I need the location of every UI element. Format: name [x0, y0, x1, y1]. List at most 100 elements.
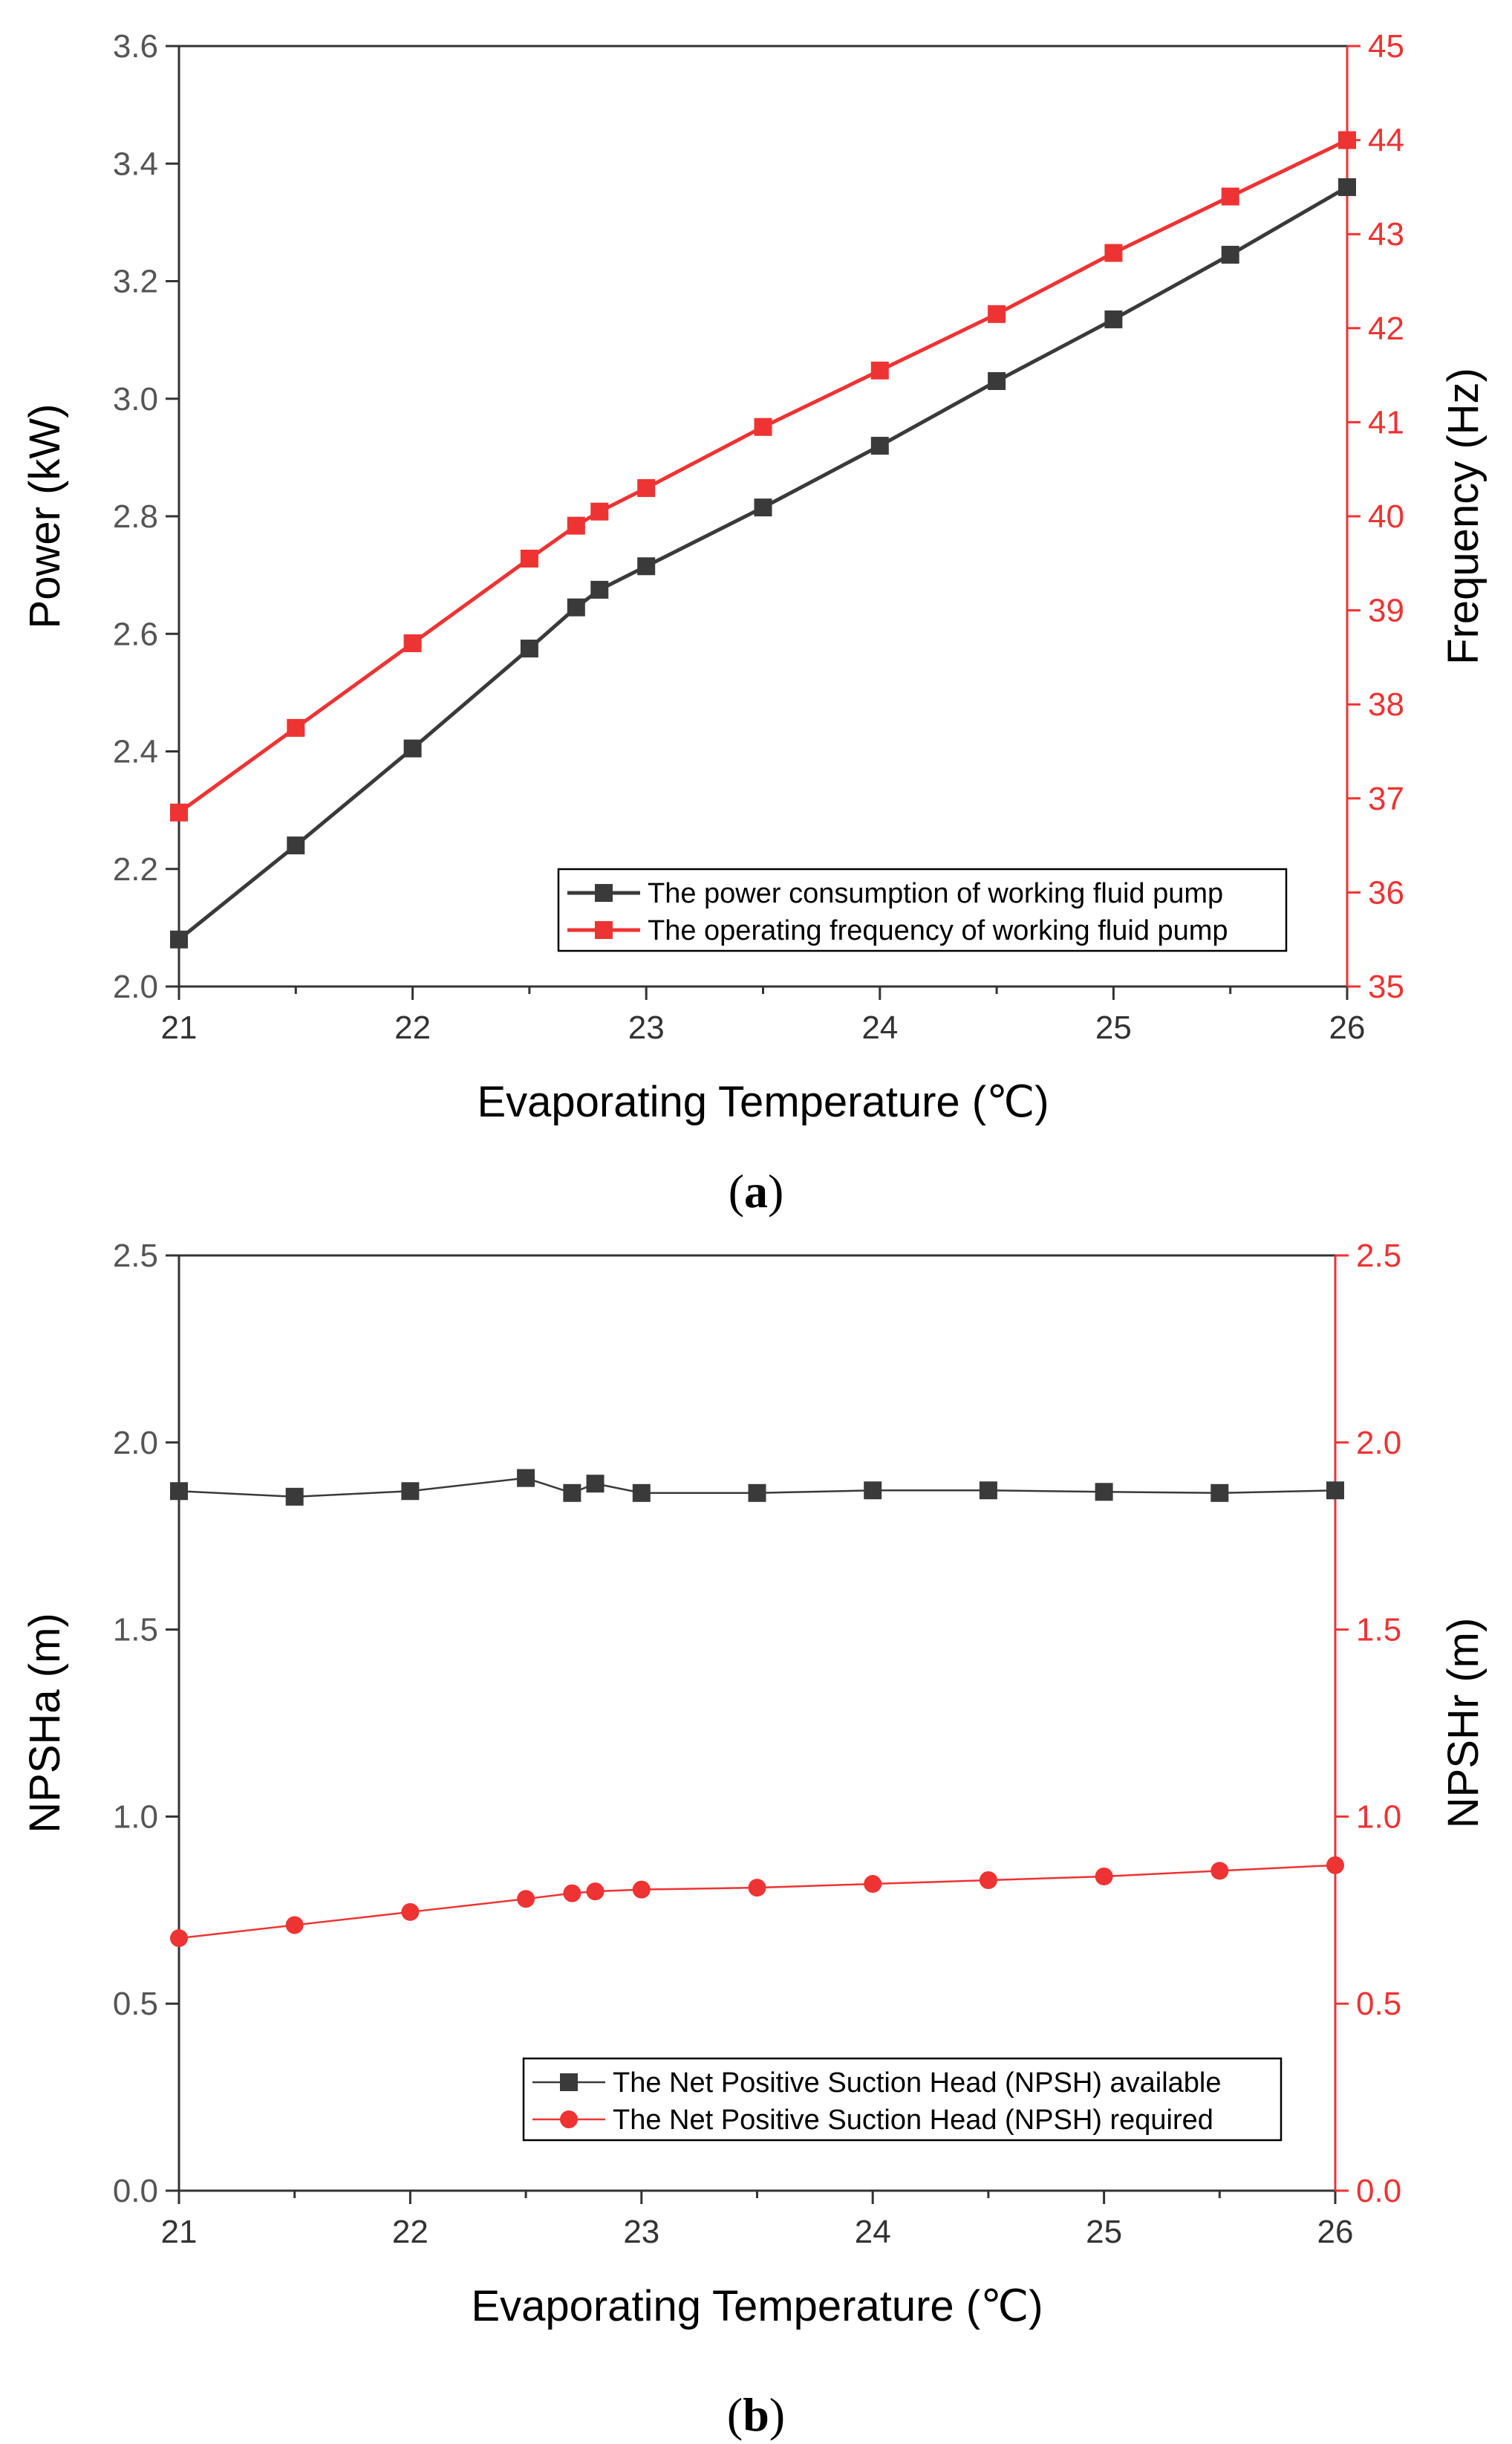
chart1-series0-point [401, 1482, 420, 1501]
panel-b-label: (b) [727, 2388, 785, 2441]
chart1-series0-point [979, 1481, 997, 1500]
chart0-y-left-tick-label: 3.2 [113, 264, 158, 300]
chart1-y-left-axis-title: NPSHa (m) [21, 1613, 69, 1833]
chart1-series0-point [170, 1482, 188, 1501]
chart1-series1-point [517, 1890, 535, 1908]
chart1-series1-point [285, 1916, 304, 1934]
chart1-y-left-tick-label: 2.5 [113, 1238, 158, 1274]
chart0-y-left-tick-label: 2.8 [113, 498, 158, 535]
chart0-series1-point [637, 479, 656, 498]
chart1-x-tick-label: 24 [855, 2214, 891, 2250]
panel-b-letter: b [743, 2388, 769, 2441]
chart1-legend-box [522, 2057, 1283, 2142]
chart0-series0-point [1338, 178, 1356, 196]
chart0-series1-point [567, 516, 585, 535]
chart0-series0-point [870, 437, 889, 455]
chart1-x-tick-label: 25 [1086, 2214, 1122, 2250]
chart1-y-right-tick-label: 2.0 [1356, 1425, 1401, 1461]
chart1-y-left-tick-label: 0.5 [113, 1986, 158, 2022]
panel-a-letter: a [744, 1165, 768, 1218]
chart0-series0-point [520, 640, 538, 658]
chart1-x-axis-title: Evaporating Temperature (℃) [471, 2282, 1043, 2330]
chart0-y-right-tick-label: 45 [1368, 28, 1404, 65]
chart1-series0-point [1326, 1481, 1344, 1500]
chart1-legend-swatch-marker [560, 2073, 578, 2091]
chart1-series0-point [586, 1475, 605, 1493]
chart0-series0-point [287, 836, 305, 855]
chart1-series1-point [170, 1929, 188, 1948]
chart0-series0-point [1221, 245, 1239, 264]
chart0-y-right-tick-label: 44 [1368, 123, 1404, 159]
chart0-x-axis-title: Evaporating Temperature (℃) [477, 1078, 1049, 1126]
chart0-y-right-tick-label: 40 [1368, 498, 1404, 535]
chart0-y-right-axis-title: Frequency (Hz) [1439, 368, 1487, 665]
chart0-y-left-tick-label: 2.2 [113, 851, 158, 888]
chart0-series1-point [520, 549, 538, 568]
chart0-series0-point [567, 598, 585, 617]
chart0-legend-label: The power consumption of working fluid p… [648, 878, 1223, 909]
chart0-x-tick-label: 22 [394, 1010, 431, 1046]
chart1-x-tick-label: 22 [392, 2214, 428, 2250]
chart1-series1-point [1326, 1856, 1344, 1874]
panel-a-label: (a) [729, 1165, 784, 1218]
chart0-series0-point [403, 739, 422, 758]
chart0-y-right-tick-label: 35 [1368, 969, 1404, 1005]
chart1-legend-label: The Net Positive Suction Head (NPSH) ava… [613, 2067, 1222, 2099]
chart0-x-tick-label: 24 [861, 1010, 898, 1046]
chart0-legend-swatch-marker [595, 921, 613, 939]
chart0-series0-point [1104, 310, 1123, 328]
chart1-legend-label: The Net Positive Suction Head (NPSH) req… [613, 2105, 1213, 2136]
chart0-y-right-tick-label: 36 [1368, 874, 1404, 911]
chart0-series1-point [403, 634, 422, 652]
chart1-series0-point [285, 1487, 304, 1506]
chart1-series1-point [586, 1882, 605, 1901]
chart1-y-left-tick-label: 2.0 [113, 1425, 158, 1461]
chart0-y-left-tick-label: 3.4 [113, 146, 158, 182]
chart0-series0-line [177, 185, 1349, 941]
chart0-y-right-tick-label: 39 [1368, 593, 1404, 629]
chart0-series0-point [637, 557, 656, 576]
chart0-legend-box [557, 868, 1288, 952]
chart1-series0-point [864, 1481, 882, 1500]
chart1-x-tick-label: 26 [1317, 2214, 1354, 2250]
chart1-y-left-tick-label: 0.0 [113, 2173, 158, 2209]
chart0-series1-point [988, 305, 1006, 323]
chart0-series1-point [1221, 187, 1239, 206]
chart1-series0-point [632, 1483, 651, 1502]
chart0-y-left-tick-label: 2.6 [113, 616, 158, 652]
chart0-series1-line [177, 138, 1349, 814]
chart0-y-right-tick-label: 38 [1368, 686, 1404, 723]
chart1-y-right-tick-label: 2.5 [1356, 1238, 1401, 1274]
chart0-legend-label: The operating frequency of working fluid… [648, 915, 1228, 946]
chart1-y-right-tick-label: 0.5 [1356, 1986, 1401, 2022]
chart0-series1-point [1104, 244, 1123, 262]
chart1-series0-point [563, 1483, 581, 1502]
chart0-series0-point [754, 498, 772, 517]
chart0-series1-point [170, 803, 188, 822]
chart1-series0-point [748, 1483, 766, 1502]
chart0-y-right-tick-label: 41 [1368, 404, 1404, 441]
chart1-series1-point [979, 1871, 997, 1890]
chart1-series1-point [563, 1884, 581, 1902]
chart0-x-tick-label: 21 [161, 1010, 198, 1046]
chart0-series1-point [754, 417, 772, 436]
chart1-series1-point [864, 1875, 882, 1894]
chart1-y-left-tick-label: 1.0 [113, 1798, 158, 1835]
chart1-x-tick-label: 21 [161, 2214, 198, 2250]
chart0-series1-point [287, 718, 305, 737]
chart1-series1-point [1095, 1867, 1113, 1885]
chart1-y-right-axis-title: NPSHr (m) [1439, 1618, 1487, 1829]
chart0-y-right-tick-label: 43 [1368, 216, 1404, 253]
chart0-y-left-tick-label: 2.0 [113, 969, 158, 1005]
chart0-y-left-tick-label: 3.6 [113, 28, 158, 65]
chart0-y-right-tick-label: 37 [1368, 781, 1404, 817]
chart0-y-left-tick-label: 2.4 [113, 734, 158, 770]
chart0-x-tick-label: 25 [1095, 1010, 1132, 1046]
chart1-x-tick-label: 23 [623, 2214, 659, 2250]
chart0-series0-point [590, 580, 609, 599]
chart1-series0-point [517, 1469, 535, 1487]
chart0-series0-point [170, 930, 188, 949]
chart1-series0-point [1095, 1483, 1113, 1501]
chart0-x-tick-label: 26 [1329, 1010, 1366, 1046]
